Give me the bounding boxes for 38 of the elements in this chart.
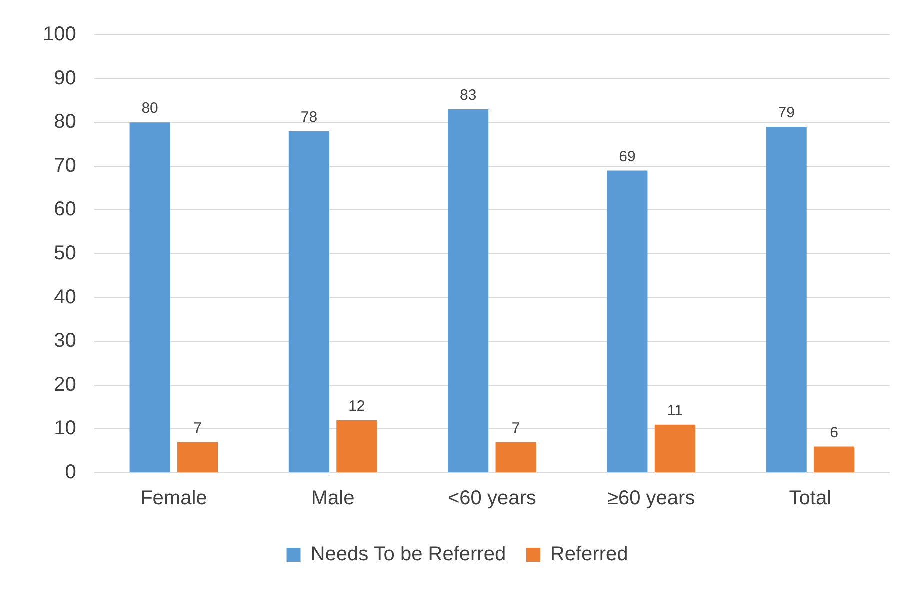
data-label: 79 — [778, 104, 795, 122]
y-tick-label: 70 — [54, 154, 76, 177]
y-tick-label: 50 — [54, 242, 76, 265]
data-label: 78 — [300, 109, 318, 126]
bar — [288, 131, 330, 472]
y-tick-label: 10 — [54, 418, 76, 440]
x-tick-label: ≥60 years — [607, 488, 696, 510]
data-label: 69 — [619, 148, 636, 166]
y-tick-label: 30 — [54, 330, 76, 352]
bar — [496, 442, 536, 472]
bar — [766, 126, 807, 472]
data-label: 11 — [667, 402, 683, 420]
bar — [130, 122, 170, 472]
bar — [607, 170, 648, 472]
legend-label: Needs To be Referred — [310, 544, 506, 566]
y-tick-label: 100 — [42, 24, 76, 46]
y-tick-label: 20 — [54, 374, 76, 396]
bar — [178, 442, 218, 472]
bar — [654, 424, 696, 472]
y-tick-label: 80 — [54, 111, 76, 134]
legend-label: Referred — [550, 544, 628, 566]
x-tick-label: Female — [140, 488, 208, 510]
data-label: 7 — [512, 420, 520, 437]
data-label: 83 — [460, 87, 477, 104]
y-tick-label: 90 — [54, 67, 76, 90]
bar — [336, 420, 378, 472]
data-label: 12 — [348, 398, 366, 416]
bar — [448, 109, 489, 472]
bar — [814, 446, 855, 472]
y-tick-label: 0 — [65, 462, 76, 484]
x-tick-label: <60 years — [448, 488, 536, 510]
data-label: 7 — [194, 420, 202, 437]
y-tick-label: 40 — [54, 286, 76, 308]
x-tick-label: Total — [789, 488, 832, 510]
data-label: 6 — [830, 424, 838, 442]
y-tick-label: 60 — [54, 198, 76, 221]
data-label: 80 — [142, 100, 158, 118]
x-tick-label: Male — [311, 488, 355, 510]
